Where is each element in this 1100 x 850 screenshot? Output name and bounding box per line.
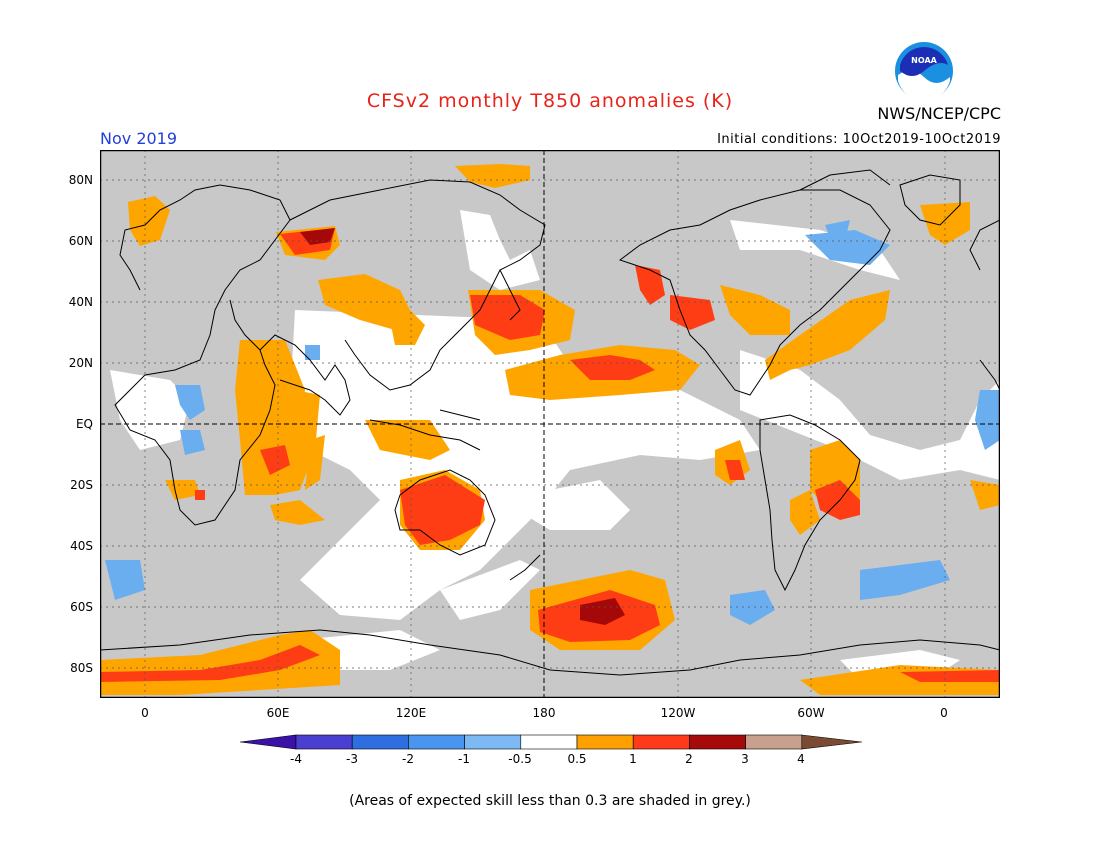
colorbar-swatch — [576, 734, 634, 750]
lon-label: 120E — [395, 706, 427, 720]
equator-dateline — [100, 150, 1000, 698]
colorbar-arrow-high — [801, 734, 862, 750]
noaa-logo: NOAA — [895, 42, 953, 101]
lon-label: 120W — [660, 706, 696, 720]
lon-label: 60E — [266, 706, 290, 720]
lat-label: 60S — [70, 600, 93, 614]
colorbar-tick-label: -0.5 — [508, 752, 532, 766]
logo-text: NOAA — [911, 56, 937, 65]
colorbar-tick-label: 0.5 — [567, 752, 587, 766]
colorbar-tick-label: -1 — [458, 752, 470, 766]
lon-label: 0 — [940, 706, 948, 720]
graticule — [100, 150, 1000, 698]
colorbar-tick-label: 1 — [629, 752, 637, 766]
colorbar-tick-label: 3 — [741, 752, 749, 766]
colorbar-swatch — [351, 734, 409, 750]
agency-label: NWS/NCEP/CPC — [877, 104, 1001, 123]
colorbar-tick-label: -2 — [402, 752, 414, 766]
map-frame — [100, 150, 1000, 698]
lon-label: 180 — [532, 706, 556, 720]
logo-wave — [898, 70, 950, 101]
logo-bird — [900, 47, 948, 76]
lat-label: 80S — [70, 661, 93, 675]
lat-label: 40S — [70, 539, 93, 553]
colorbar-swatch — [520, 734, 578, 750]
colorbar — [240, 734, 862, 750]
colorbar-swatches — [240, 734, 862, 750]
lat-label: EQ — [75, 417, 93, 431]
skill-footnote: (Areas of expected skill less than 0.3 a… — [349, 793, 751, 809]
colorbar-swatch — [745, 734, 803, 750]
lat-label: 20N — [68, 356, 93, 370]
colorbar-swatch — [295, 734, 353, 750]
very-warm-regions — [300, 228, 625, 625]
colorbar-tick-label: 2 — [685, 752, 693, 766]
forecast-month: Nov 2019 — [100, 129, 178, 148]
lat-label: 40N — [68, 295, 93, 309]
colorbar-tick-label: -3 — [346, 752, 358, 766]
lat-label: 20S — [70, 478, 93, 492]
lat-label: 60N — [68, 234, 93, 248]
colorbar-swatch — [464, 734, 522, 750]
lon-label: 60W — [797, 706, 825, 720]
colorbar-swatch — [408, 734, 465, 750]
initial-conditions: Initial conditions: 10Oct2019-10Oct2019 — [717, 132, 1001, 147]
anomaly-map — [100, 150, 1000, 698]
colorbar-swatch — [689, 734, 746, 750]
colorbar-tick-label: 4 — [797, 752, 805, 766]
coastlines — [100, 169, 1000, 676]
colorbar-swatch — [632, 734, 690, 750]
lat-label: 80N — [68, 173, 93, 187]
map-title: CFSv2 monthly T850 anomalies (K) — [366, 90, 734, 112]
lon-label: 0 — [141, 706, 149, 720]
colorbar-tick-label: -4 — [290, 752, 302, 766]
cool-anomaly-regions — [105, 220, 1000, 625]
colorbar-arrow-low — [240, 734, 297, 750]
